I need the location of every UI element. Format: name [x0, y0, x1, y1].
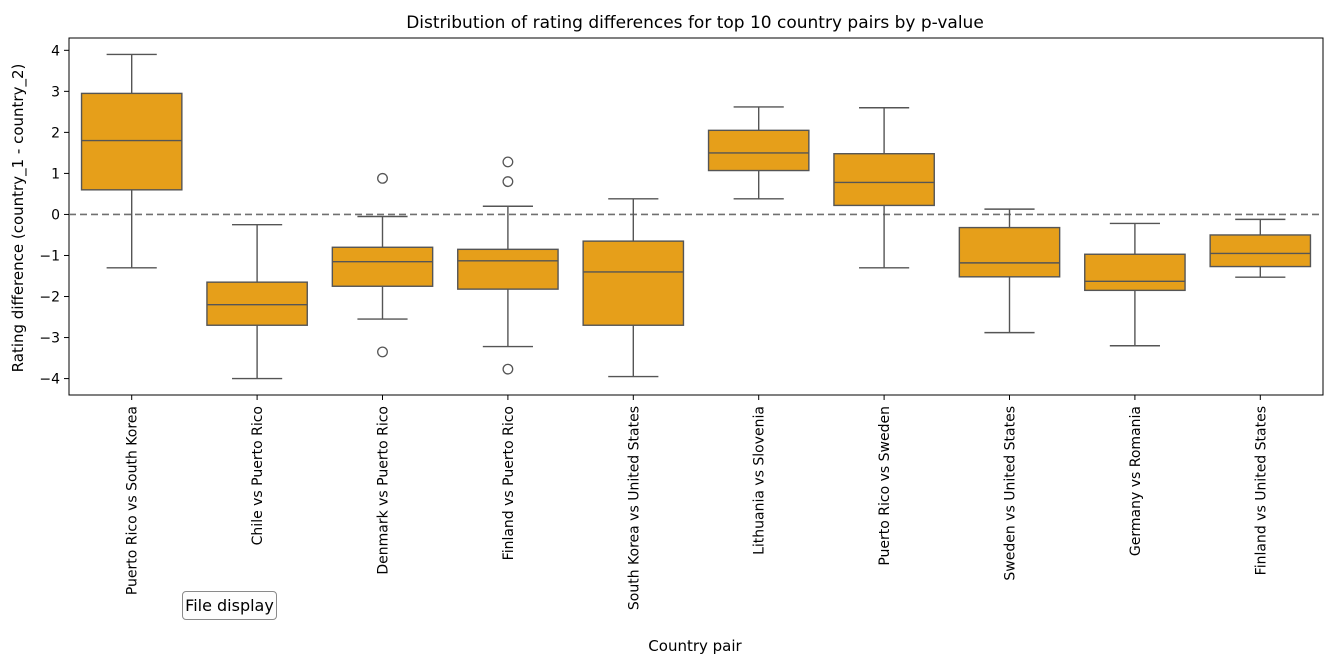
x-tick-label: Puerto Rico vs Sweden	[877, 406, 893, 566]
x-tick-label: Denmark vs Puerto Rico	[376, 406, 392, 575]
x-tick-label: Puerto Rico vs South Korea	[125, 406, 141, 595]
y-tick-label: 1	[51, 166, 60, 182]
x-axis-label: Country pair	[648, 637, 742, 655]
box	[206, 281, 308, 326]
box	[833, 153, 935, 207]
box	[331, 246, 434, 287]
outlier-point	[502, 363, 514, 375]
x-tick-label: Germany vs Romania	[1128, 406, 1144, 556]
file-display-button[interactable]: File display	[182, 591, 277, 620]
y-tick-label: 2	[51, 125, 60, 141]
box	[80, 92, 183, 191]
x-tick-label: Finland vs Puerto Rico	[501, 406, 517, 560]
y-tick-label: 3	[51, 84, 60, 100]
y-tick-label: −2	[39, 290, 60, 306]
y-axis-label: Rating difference (country_1 - country_2…	[9, 64, 28, 373]
y-tick-label: −4	[39, 372, 60, 388]
box	[457, 248, 559, 290]
box	[1084, 253, 1186, 292]
x-tick-label: Finland vs United States	[1253, 406, 1269, 575]
box	[707, 129, 810, 172]
outlier-point	[502, 176, 514, 188]
x-tick-label: Chile vs Puerto Rico	[250, 406, 266, 545]
plot-area: 4 3 2 1 0 −1 −2 −3 −4 Puerto Rico vs South Korea C…	[39, 37, 1324, 610]
outlier-point	[502, 156, 514, 168]
y-tick-label: −3	[39, 331, 60, 347]
y-tick-label: −1	[39, 248, 60, 264]
x-tick-label: South Korea vs United States	[626, 406, 642, 610]
box	[1209, 234, 1312, 268]
box	[582, 240, 685, 326]
chart-title: Distribution of rating differences for t…	[406, 13, 984, 33]
box	[958, 226, 1061, 278]
plot-frame	[68, 37, 1324, 396]
outlier-point	[377, 346, 388, 358]
y-tick-label: 4	[51, 43, 60, 59]
x-tick-label: Lithuania vs Slovenia	[752, 406, 768, 555]
outlier-point	[377, 172, 388, 184]
y-tick-label: 0	[51, 207, 60, 223]
x-tick-label: Sweden vs United States	[1003, 406, 1019, 581]
